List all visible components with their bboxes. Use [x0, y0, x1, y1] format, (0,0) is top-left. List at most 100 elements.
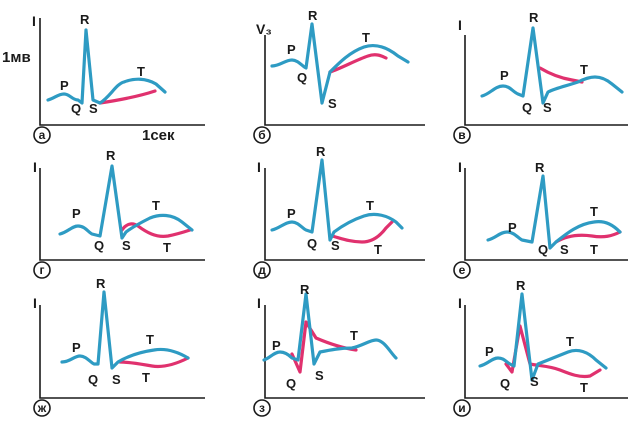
panel-e-s-label: S [331, 238, 340, 253]
panel-b-q-label: Q [297, 70, 307, 85]
panel-i: I P Q R S T T и [453, 278, 628, 417]
panel-c: I P Q R S T в [453, 10, 628, 144]
panel-d-waveform [58, 164, 194, 240]
panel-g-t-label: T [146, 332, 154, 347]
panel-c-q-label: Q [522, 100, 532, 115]
panel-b-axes [264, 35, 425, 126]
panel-g-p-label: P [72, 340, 81, 355]
panel-e-axes [264, 168, 425, 261]
panel-f-axes [464, 168, 628, 261]
panel-d-tag: г [40, 263, 45, 277]
panel-d-s-label: S [122, 238, 131, 253]
panel-i-tag: и [458, 401, 465, 415]
panel-a-lead: I [32, 13, 36, 29]
panel-g-tag-circle [33, 399, 51, 417]
panel-i-q-label: Q [500, 376, 510, 391]
panel-g-t-abnormal [118, 356, 190, 369]
panel-c-st-abnormal [538, 66, 584, 84]
panel-a-q-label: Q [71, 101, 81, 116]
panel-d-t-abnormal [120, 222, 192, 238]
panel-d-lead: I [33, 159, 37, 175]
panel-a-tag-circle [33, 126, 51, 144]
panel-f-t-abnormal [554, 230, 622, 244]
panel-f: I P Q R S T T е [453, 159, 628, 279]
panel-c-axes [464, 35, 628, 126]
panel-c-p-label: P [500, 68, 509, 83]
panel-d: I P Q R S T T г [33, 148, 205, 279]
panel-a-st-abnormal [98, 89, 157, 105]
panel-f-r-label: R [535, 160, 545, 175]
panel-i-lead: I [458, 295, 462, 311]
panel-e-p-label: P [287, 206, 296, 221]
panel-a-tag: а [39, 128, 46, 142]
panel-e-t2-label: T [374, 242, 382, 257]
panel-c-tag-circle [453, 126, 471, 144]
panel-g: I P Q R S T T ж [33, 276, 205, 417]
panel-b-tag: б [258, 128, 265, 142]
panel-i-s-label: S [530, 374, 539, 389]
panel-h-s-label: S [315, 368, 324, 383]
panel-g-lead: I [33, 295, 37, 311]
panel-f-p-label: P [508, 220, 517, 235]
panel-e-t-label: T [366, 198, 374, 213]
panel-e-r-label: R [316, 144, 326, 159]
panel-a-axes [39, 18, 205, 126]
panel-i-r-label: R [516, 278, 526, 293]
panel-h-lead: I [257, 295, 261, 311]
panel-e-waveform [270, 158, 404, 242]
panel-h-tag-circle [253, 399, 271, 417]
panel-b-r-label: R [308, 8, 318, 23]
panel-d-r-label: R [106, 148, 116, 163]
panel-b-st-abnormal [328, 53, 388, 74]
panel-d-axes [39, 168, 205, 261]
panel-d-tag-circle [33, 261, 51, 279]
panel-c-waveform [480, 26, 624, 105]
panel-f-t-label: T [590, 204, 598, 219]
panel-f-lead: I [458, 159, 462, 175]
panel-h-p-label: P [272, 338, 281, 353]
panel-b-t-label: T [362, 30, 370, 45]
panel-a-t-label: T [137, 64, 145, 79]
panel-e-tag: д [258, 263, 266, 277]
panel-i-p-label: P [485, 344, 494, 359]
panel-h-tag: з [259, 401, 265, 415]
panel-b-s-label: S [328, 96, 337, 111]
panel-a-p-label: P [60, 78, 69, 93]
panel-h-q-label: Q [286, 376, 296, 391]
panel-c-tag: в [458, 128, 465, 142]
panel-b-lead: V₃ [256, 21, 272, 37]
panel-i-waveform [478, 292, 608, 382]
panel-f-tag: е [459, 263, 466, 277]
panel-c-s-label: S [543, 100, 552, 115]
panel-a-waveform [46, 28, 167, 105]
panel-f-q-label: Q [538, 242, 548, 257]
panel-g-s-label: S [112, 372, 121, 387]
panel-e-q-label: Q [307, 236, 317, 251]
panel-g-waveform [60, 290, 190, 370]
panel-b: V₃ P Q R S T б [253, 8, 425, 144]
panel-f-t2-label: T [590, 242, 598, 257]
panel-g-t2-label: T [142, 370, 150, 385]
time-calibration-label: 1сек [142, 127, 175, 144]
panel-d-t-label: T [152, 198, 160, 213]
panel-f-waveform [486, 174, 622, 250]
panel-h-axes [264, 305, 425, 399]
panel-h: I P Q R S T з [253, 282, 425, 417]
panel-b-p-label: P [287, 42, 296, 57]
panel-i-axes [464, 305, 628, 399]
panel-b-waveform [270, 22, 410, 105]
panel-e: I P Q R S T T д [253, 144, 425, 279]
panel-i-tag-circle [453, 399, 471, 417]
panel-i-t-label: T [566, 334, 574, 349]
panel-h-r-label: R [300, 282, 310, 297]
panel-f-tag-circle [453, 261, 471, 279]
panel-d-t2-label: T [163, 240, 171, 255]
panel-e-t-abnormal [330, 220, 394, 244]
panel-d-p-label: P [72, 206, 81, 221]
panel-d-q-label: Q [94, 238, 104, 253]
panel-b-tag-circle [253, 126, 271, 144]
panel-h-t-label: T [350, 328, 358, 343]
panel-c-r-label: R [529, 10, 539, 25]
panel-c-lead: I [458, 17, 462, 33]
